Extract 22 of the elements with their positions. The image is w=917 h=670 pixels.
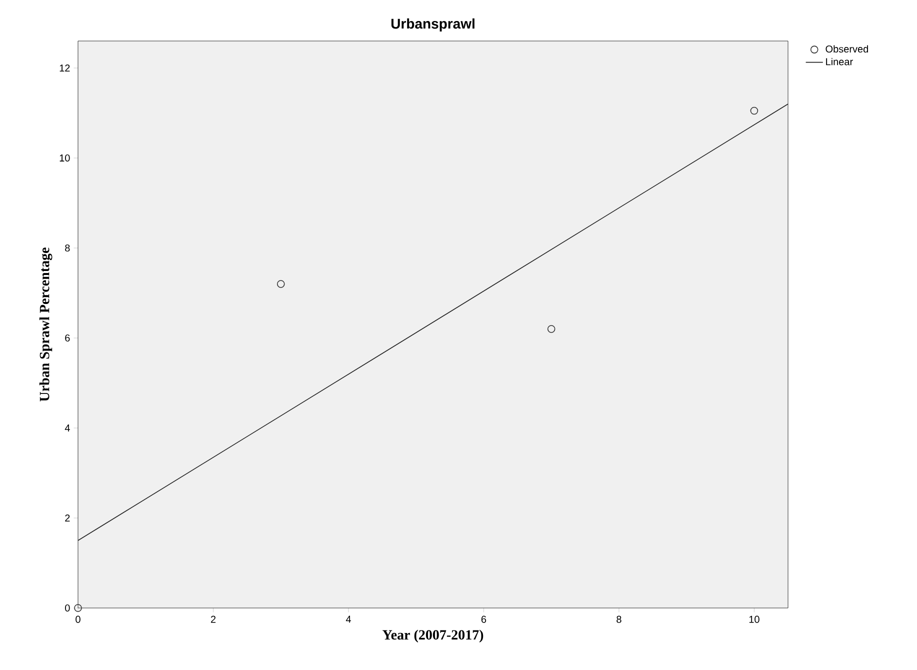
point [276,280,285,288]
legend-label: Observed [826,45,868,53]
y-tick-label: 12 [60,64,70,72]
x-tick-label: 10 [749,616,760,623]
point [74,604,82,612]
point [547,325,556,333]
y-tick-label: 0 [65,604,70,612]
x-tick-label: 2 [210,616,216,623]
y-axis-title: Urban Sprawl Percentage [39,248,52,402]
x-tick-label: 0 [76,616,80,623]
chart-title: Urbansprawl [391,18,474,32]
point [750,106,758,115]
x-axis-title: Year (2007-2017) [382,630,484,642]
y-tick-label: 4 [64,424,70,432]
legend-label: Linear [826,58,853,66]
y-tick-label: 6 [65,334,70,342]
y-tick-label: 2 [65,514,70,522]
x-tick-label: 6 [481,616,486,623]
y-tick-label: 8 [65,244,70,252]
y-tick-label: 10 [60,154,70,162]
x-tick-label: 8 [616,616,622,623]
x-tick-label: 4 [346,616,351,623]
